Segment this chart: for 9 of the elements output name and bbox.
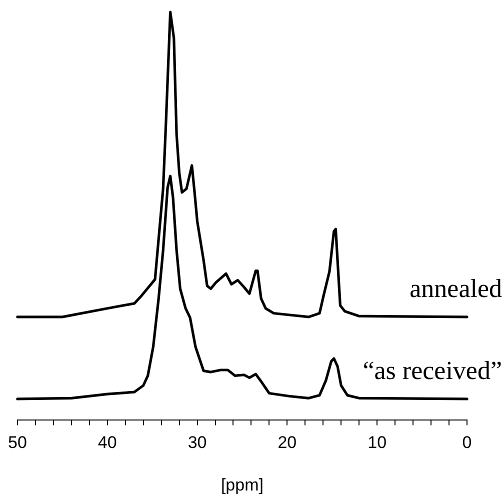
x-tick-label: 0 (462, 433, 472, 452)
x-tick-label: 20 (278, 433, 297, 452)
series-label: annealed (410, 274, 502, 303)
x-tick-label: 50 (8, 433, 27, 452)
series-label: “as received” (362, 356, 502, 385)
x-tick-label: 10 (368, 433, 387, 452)
x-axis-title: [ppm] (220, 475, 264, 494)
x-tick-label: 40 (98, 433, 117, 452)
x-tick-label: 30 (188, 433, 207, 452)
